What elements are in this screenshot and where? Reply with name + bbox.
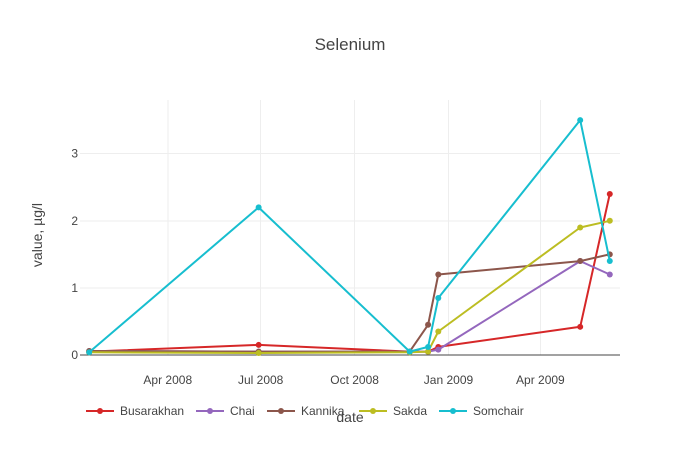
data-point[interactable] <box>255 349 262 356</box>
data-point[interactable] <box>425 348 432 355</box>
data-point[interactable] <box>606 217 613 224</box>
x-tick-label: Apr 2008 <box>143 373 192 387</box>
data-point[interactable] <box>255 204 262 211</box>
legend-label: Somchair <box>473 404 524 418</box>
data-point[interactable] <box>577 117 584 124</box>
data-point[interactable] <box>435 271 442 278</box>
x-tick-label: Oct 2008 <box>330 373 379 387</box>
grid-layer <box>80 100 620 356</box>
legend-swatch-marker <box>450 408 456 414</box>
tick-label-layer: Apr 2008 Jul 2008 Oct 2008 Jan 2009 Apr 2009… <box>71 147 565 387</box>
series-layer <box>86 117 613 356</box>
legend-item-sakda[interactable]: Sakda <box>359 404 427 418</box>
legend-label: Chai <box>230 404 255 418</box>
data-point[interactable] <box>425 321 432 328</box>
legend-item-busarakhan[interactable]: Busarakhan <box>86 404 184 418</box>
legend-swatch-marker <box>370 408 376 414</box>
legend-swatch-marker <box>97 408 103 414</box>
chart-title: Selenium <box>315 35 386 54</box>
data-point[interactable] <box>255 341 262 348</box>
x-tick-label: Jan 2009 <box>424 373 474 387</box>
x-axis-title: date <box>336 409 363 425</box>
series-sakda[interactable] <box>86 217 613 356</box>
legend-label: Sakda <box>393 404 427 418</box>
x-tick-label: Jul 2008 <box>238 373 284 387</box>
legend-label: Kannika <box>301 404 345 418</box>
data-point[interactable] <box>577 323 584 330</box>
legend-swatch-marker <box>278 408 284 414</box>
data-point[interactable] <box>577 258 584 265</box>
y-tick-label: 3 <box>71 147 78 161</box>
y-tick-label: 1 <box>71 281 78 295</box>
y-tick-label: 0 <box>71 348 78 362</box>
data-point[interactable] <box>577 224 584 231</box>
legend-item-somchair[interactable]: Somchair <box>439 404 524 418</box>
y-tick-label: 2 <box>71 214 78 228</box>
legend-label: Busarakhan <box>120 404 184 418</box>
legend-swatch-marker <box>207 408 213 414</box>
series-somchair[interactable] <box>86 117 613 356</box>
legend-item-kannika[interactable]: Kannika <box>267 404 345 418</box>
data-point[interactable] <box>606 190 613 197</box>
data-point[interactable] <box>606 258 613 265</box>
data-point[interactable] <box>425 343 432 350</box>
data-point[interactable] <box>435 294 442 301</box>
data-point[interactable] <box>86 349 93 356</box>
legend-item-chai[interactable]: Chai <box>196 404 255 418</box>
data-point[interactable] <box>606 271 613 278</box>
legend[interactable]: Busarakhan Chai Kannika Sakda Somchair <box>86 404 524 418</box>
data-point[interactable] <box>406 348 413 355</box>
y-axis-title: value, µg/l <box>29 203 45 267</box>
data-point[interactable] <box>435 328 442 335</box>
data-point[interactable] <box>435 346 442 353</box>
x-tick-label: Apr 2009 <box>516 373 565 387</box>
